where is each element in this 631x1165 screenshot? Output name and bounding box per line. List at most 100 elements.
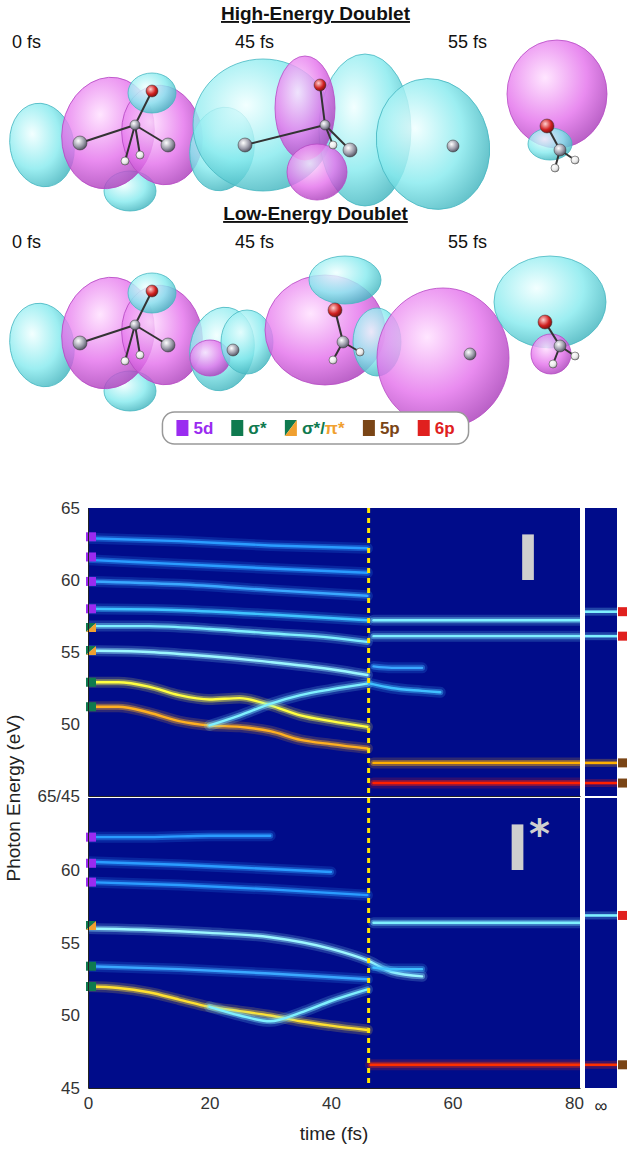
spectral-trace <box>373 666 422 667</box>
tick-label: 80 <box>565 1094 584 1113</box>
axis-line <box>89 796 581 797</box>
spectral-trace <box>88 966 367 979</box>
swatch <box>418 420 430 436</box>
orbital-lobe <box>128 73 176 113</box>
spectral-trace <box>209 684 367 726</box>
infinity-line <box>585 914 617 917</box>
legend-label: σ*/π* <box>302 419 345 438</box>
spectral-trace <box>370 684 440 693</box>
vline <box>367 798 370 1088</box>
atom <box>329 356 337 364</box>
atom <box>356 348 364 356</box>
swatch <box>176 420 188 436</box>
plot-background <box>88 508 580 796</box>
spectral-trace <box>209 684 367 726</box>
tick: 40 <box>322 1088 341 1113</box>
atom <box>571 352 579 360</box>
orbital-image <box>362 40 607 222</box>
tick-label: 60 <box>61 861 80 880</box>
atom <box>551 164 559 172</box>
y-axis: 45505560 <box>61 799 88 1098</box>
swatch <box>86 604 96 613</box>
swatch <box>363 420 375 436</box>
legend-label: 6p <box>435 419 455 438</box>
legend-label: σ* <box>248 419 267 438</box>
atom <box>343 143 357 157</box>
atom <box>146 85 158 97</box>
spectral-trace <box>88 836 270 837</box>
swatch <box>86 982 96 991</box>
swatch <box>86 532 96 541</box>
bond <box>80 325 135 343</box>
atom <box>320 120 330 130</box>
swatch <box>618 758 627 767</box>
swatch <box>618 1060 627 1069</box>
spectral-trace <box>88 966 367 979</box>
tick: 65 <box>61 499 88 518</box>
orbital-lobe <box>221 310 273 374</box>
orbital-lobe <box>309 256 381 304</box>
spectral-trace <box>88 862 331 872</box>
axis-line <box>88 509 89 797</box>
infinity-background <box>585 798 617 1088</box>
swatch <box>86 552 96 561</box>
orbital-lobe <box>287 144 347 200</box>
vline <box>367 508 370 796</box>
state-markers <box>86 833 627 1070</box>
axis-line <box>89 1088 581 1089</box>
spectral-trace <box>88 987 367 1031</box>
swatch <box>285 420 297 436</box>
spectral-trace <box>88 862 331 872</box>
swatch <box>86 962 96 971</box>
atom <box>146 285 158 297</box>
atom <box>447 140 459 152</box>
spectral-trace <box>88 882 367 895</box>
spectral-trace <box>88 707 367 749</box>
state-markers <box>86 532 627 787</box>
bond <box>80 125 135 143</box>
tick: 65/45 <box>37 787 88 806</box>
time-label: 45 fs <box>235 232 274 252</box>
spectral-trace <box>209 684 367 726</box>
spectral-trace <box>88 626 367 642</box>
spectral-trace <box>373 666 422 667</box>
tick: 0 <box>84 1088 93 1113</box>
axis-line <box>88 799 89 1089</box>
spectral-trace <box>88 651 367 675</box>
atom <box>130 120 140 130</box>
spectral-trace <box>373 968 422 969</box>
bond <box>125 125 135 161</box>
spectral-trace <box>88 538 367 548</box>
tick-label: 50 <box>61 1006 80 1025</box>
swatch <box>231 420 243 436</box>
infinity-line <box>585 1061 617 1069</box>
tick-label: 60 <box>443 1094 462 1113</box>
time-label: 45 fs <box>235 32 274 52</box>
infinity-lines <box>585 612 617 783</box>
spectral-trace <box>373 778 580 789</box>
spectral-trace <box>88 862 331 872</box>
infinity-line <box>585 779 617 787</box>
spectral-trace <box>209 989 367 1021</box>
infinity-line <box>585 762 617 765</box>
swatch <box>86 702 96 711</box>
spectral-trace <box>88 987 367 1031</box>
figure: High-Energy Doublet0 fs45 fs55 fsLow-Ene… <box>0 0 631 1165</box>
atom <box>73 136 87 150</box>
x-axis <box>89 796 581 798</box>
atom <box>549 360 557 368</box>
spectral-trace <box>88 560 367 573</box>
spectral-trace <box>370 684 440 693</box>
spectral-trace <box>88 560 367 573</box>
bond <box>125 325 135 361</box>
panel-label: I <box>516 522 539 595</box>
legend-label: 5d <box>193 419 213 438</box>
tick: 80 <box>565 1088 584 1113</box>
swatch <box>618 911 627 920</box>
spectral-trace <box>88 707 367 749</box>
tick-label: 20 <box>201 1094 220 1113</box>
y-axis: 65/4550556065 <box>37 499 88 806</box>
tick: 50 <box>61 1006 88 1025</box>
swatch <box>86 859 96 868</box>
infinity-lines <box>585 915 617 1064</box>
